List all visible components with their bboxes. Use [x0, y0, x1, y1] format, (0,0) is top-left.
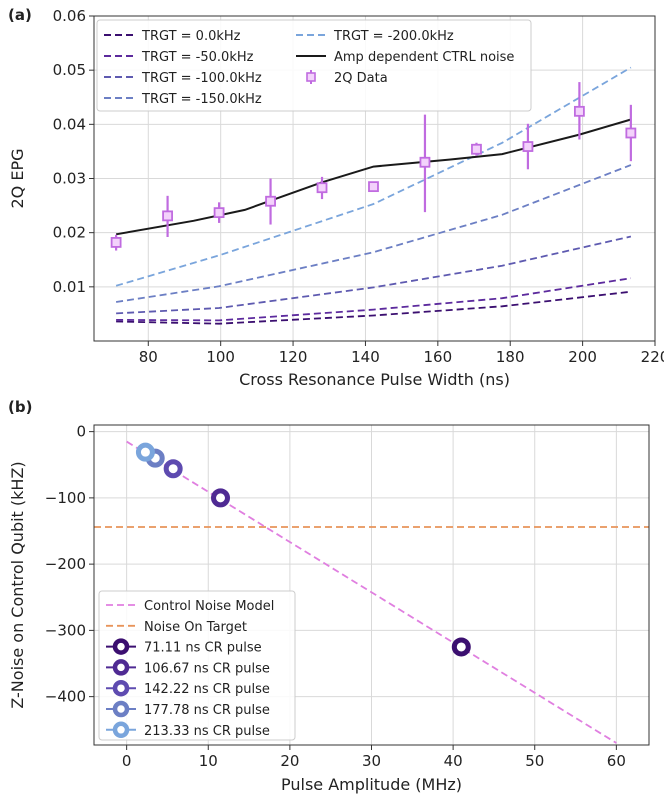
x-tick-label-a: 120: [279, 348, 308, 366]
y-axis-label-b: Z-Noise on Control Qubit (kHZ): [8, 461, 27, 708]
y-tick-label-b: −300: [45, 621, 86, 639]
legend-label: 177.78 ns CR pulse: [144, 703, 270, 718]
data-point-2q: [573, 105, 585, 117]
legend-swatch-circle: [112, 638, 130, 655]
chart-b: 0 10 20 30 40 50 60 0 −100 −200 −300 −400 Control No…: [8, 423, 650, 794]
series-line-4: [115, 66, 632, 287]
y-tick-label-b: −400: [45, 688, 86, 706]
y-tick-label-b: −100: [45, 489, 86, 507]
y-tick-label-b: 0: [76, 423, 86, 441]
data-point-2q: [316, 182, 328, 194]
panel-b-label: (b): [8, 398, 32, 416]
data-point-2q: [265, 195, 276, 207]
x-tick-label-b: 10: [199, 752, 218, 770]
x-tick-label-a: 160: [424, 348, 453, 366]
x-tick-label-a: 200: [568, 348, 597, 366]
x-axis-label-a: Cross Resonance Pulse Width (ns): [239, 370, 510, 389]
x-tick-label-b: 0: [122, 752, 132, 770]
y-axis-label-a: 2Q EPG: [8, 148, 27, 208]
legend-label: 106.67 ns CR pulse: [144, 661, 270, 676]
data-point-2q: [110, 237, 122, 248]
legend-swatch-circle: [112, 721, 130, 739]
cr-pulse-point-1: [211, 488, 231, 508]
x-tick-label-b: 30: [362, 752, 381, 770]
series-line-1: [116, 277, 632, 322]
data-point-2q: [471, 143, 482, 155]
y-tick-label-a: 0.04: [53, 115, 86, 133]
data-point-2q: [162, 210, 173, 222]
data-point-2q: [419, 156, 431, 168]
cr-pulse-point-0: [451, 637, 471, 657]
y-tick-label-a: 0.05: [53, 61, 86, 79]
x-tick-label-b: 60: [607, 752, 626, 770]
data-point-2q: [625, 127, 637, 139]
legend-label: Amp dependent CTRL noise: [334, 50, 514, 65]
series-line-3: [115, 164, 632, 303]
legend-label: 142.22 ns CR pulse: [144, 682, 270, 697]
legend-marker-square: [306, 72, 316, 82]
legend-b: Control Noise Model Noise On Target 71.11 …: [98, 590, 296, 741]
legend-label: 2Q Data: [334, 71, 388, 86]
legend-swatch-circle: [112, 659, 130, 676]
x-tick-label-a: 100: [206, 348, 235, 366]
legend-box-a: [96, 19, 532, 112]
legend-label: Control Noise Model: [144, 599, 274, 614]
axes-frame-b: [93, 424, 650, 746]
series-line-5: [115, 118, 632, 236]
y-tick-label-a: 0.01: [53, 278, 86, 296]
legend-label: TRGT = -100.0kHz: [141, 71, 262, 86]
x-tick-label-b: 20: [280, 752, 299, 770]
axes-frame-a: [93, 15, 656, 342]
data-point-2q: [368, 181, 379, 193]
x-tick-label-b: 50: [525, 752, 544, 770]
y-tick-label-a: 0.06: [53, 7, 86, 25]
cr-pulse-point-2: [163, 459, 183, 479]
legend-label: Noise On Target: [144, 620, 247, 635]
series-line-2: [116, 235, 632, 315]
cr-pulse-point-4: [135, 442, 155, 462]
x-tick-label-a: 80: [139, 348, 158, 366]
series-line-0: [116, 290, 632, 325]
legend-label: TRGT = -150.0kHz: [141, 92, 262, 107]
legend-label: TRGT = -200.0kHz: [333, 29, 454, 44]
data-point-2q: [213, 207, 225, 219]
legend-a: TRGT = 0.0kHz TRGT = -50.0kHz TRGT = -100.…: [96, 19, 532, 112]
legend-box-b: [98, 590, 296, 741]
legend-label: TRGT = 0.0kHz: [141, 29, 241, 44]
x-tick-label-b: 40: [444, 752, 463, 770]
legend-label: TRGT = -50.0kHz: [141, 50, 254, 65]
chart-a: 80 100 120 140 160 180 200 220 0.01 0.02 0.03 0.04 0…: [8, 7, 664, 389]
x-tick-label-a: 180: [496, 348, 525, 366]
data-point-2q: [522, 141, 534, 152]
legend-swatch-circle: [112, 679, 130, 697]
legend-swatch-circle: [112, 700, 130, 718]
control-noise-model-line: [126, 440, 617, 744]
x-tick-label-a: 140: [351, 348, 380, 366]
legend-label: 71.11 ns CR pulse: [144, 641, 262, 656]
panel-a-label: (a): [8, 6, 32, 24]
y-tick-label-b: −200: [45, 555, 86, 573]
legend-label: 213.33 ns CR pulse: [144, 724, 270, 739]
y-tick-label-a: 0.03: [53, 170, 86, 188]
x-tick-label-a: 220: [641, 348, 664, 366]
y-tick-label-a: 0.02: [53, 224, 86, 242]
x-axis-label-b: Pulse Amplitude (MHz): [281, 775, 462, 794]
